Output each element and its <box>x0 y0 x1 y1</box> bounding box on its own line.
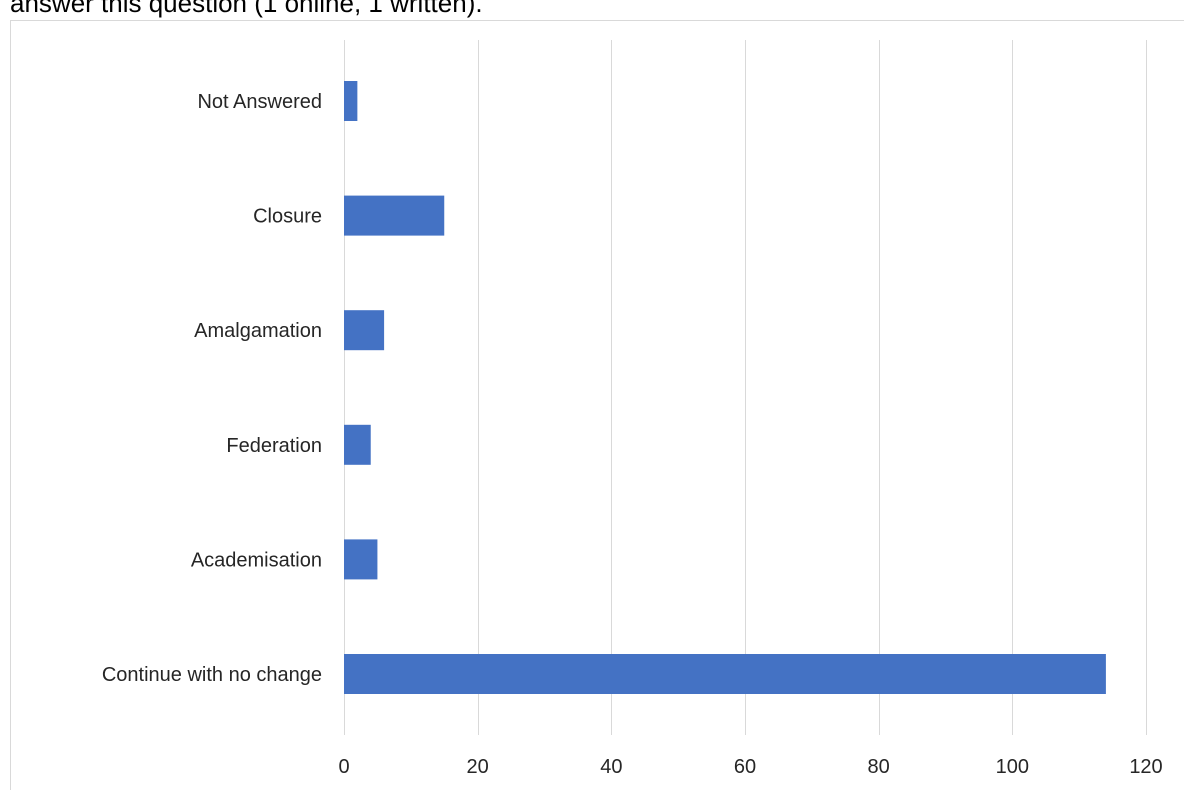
bar-continue-with-no-change <box>344 654 1106 694</box>
bar-federation <box>344 424 371 465</box>
x-tick-label-60: 60 <box>734 756 756 778</box>
bar-amalgamation <box>344 310 385 351</box>
x-tick-label-100: 100 <box>996 756 1029 778</box>
chart-frame <box>10 20 1184 790</box>
category-label-continue-with-no-change: Continue with no change <box>102 664 322 686</box>
figure-caption: answer this question (1 online, 1 writte… <box>10 0 483 18</box>
x-tick-label-120: 120 <box>1129 756 1162 778</box>
x-tick-label-40: 40 <box>600 756 622 778</box>
x-tick-label-0: 0 <box>338 756 349 778</box>
category-label-closure: Closure <box>253 206 322 228</box>
bar-not-answered <box>344 81 358 121</box>
x-tick-label-80: 80 <box>868 756 890 778</box>
category-label-academisation: Academisation <box>191 549 322 571</box>
bar-academisation <box>344 539 378 580</box>
x-tick-label-20: 20 <box>467 756 489 778</box>
category-label-federation: Federation <box>226 435 322 457</box>
category-label-amalgamation: Amalgamation <box>194 320 322 342</box>
category-label-not-answered: Not Answered <box>197 91 322 113</box>
bar-closure <box>344 195 445 236</box>
